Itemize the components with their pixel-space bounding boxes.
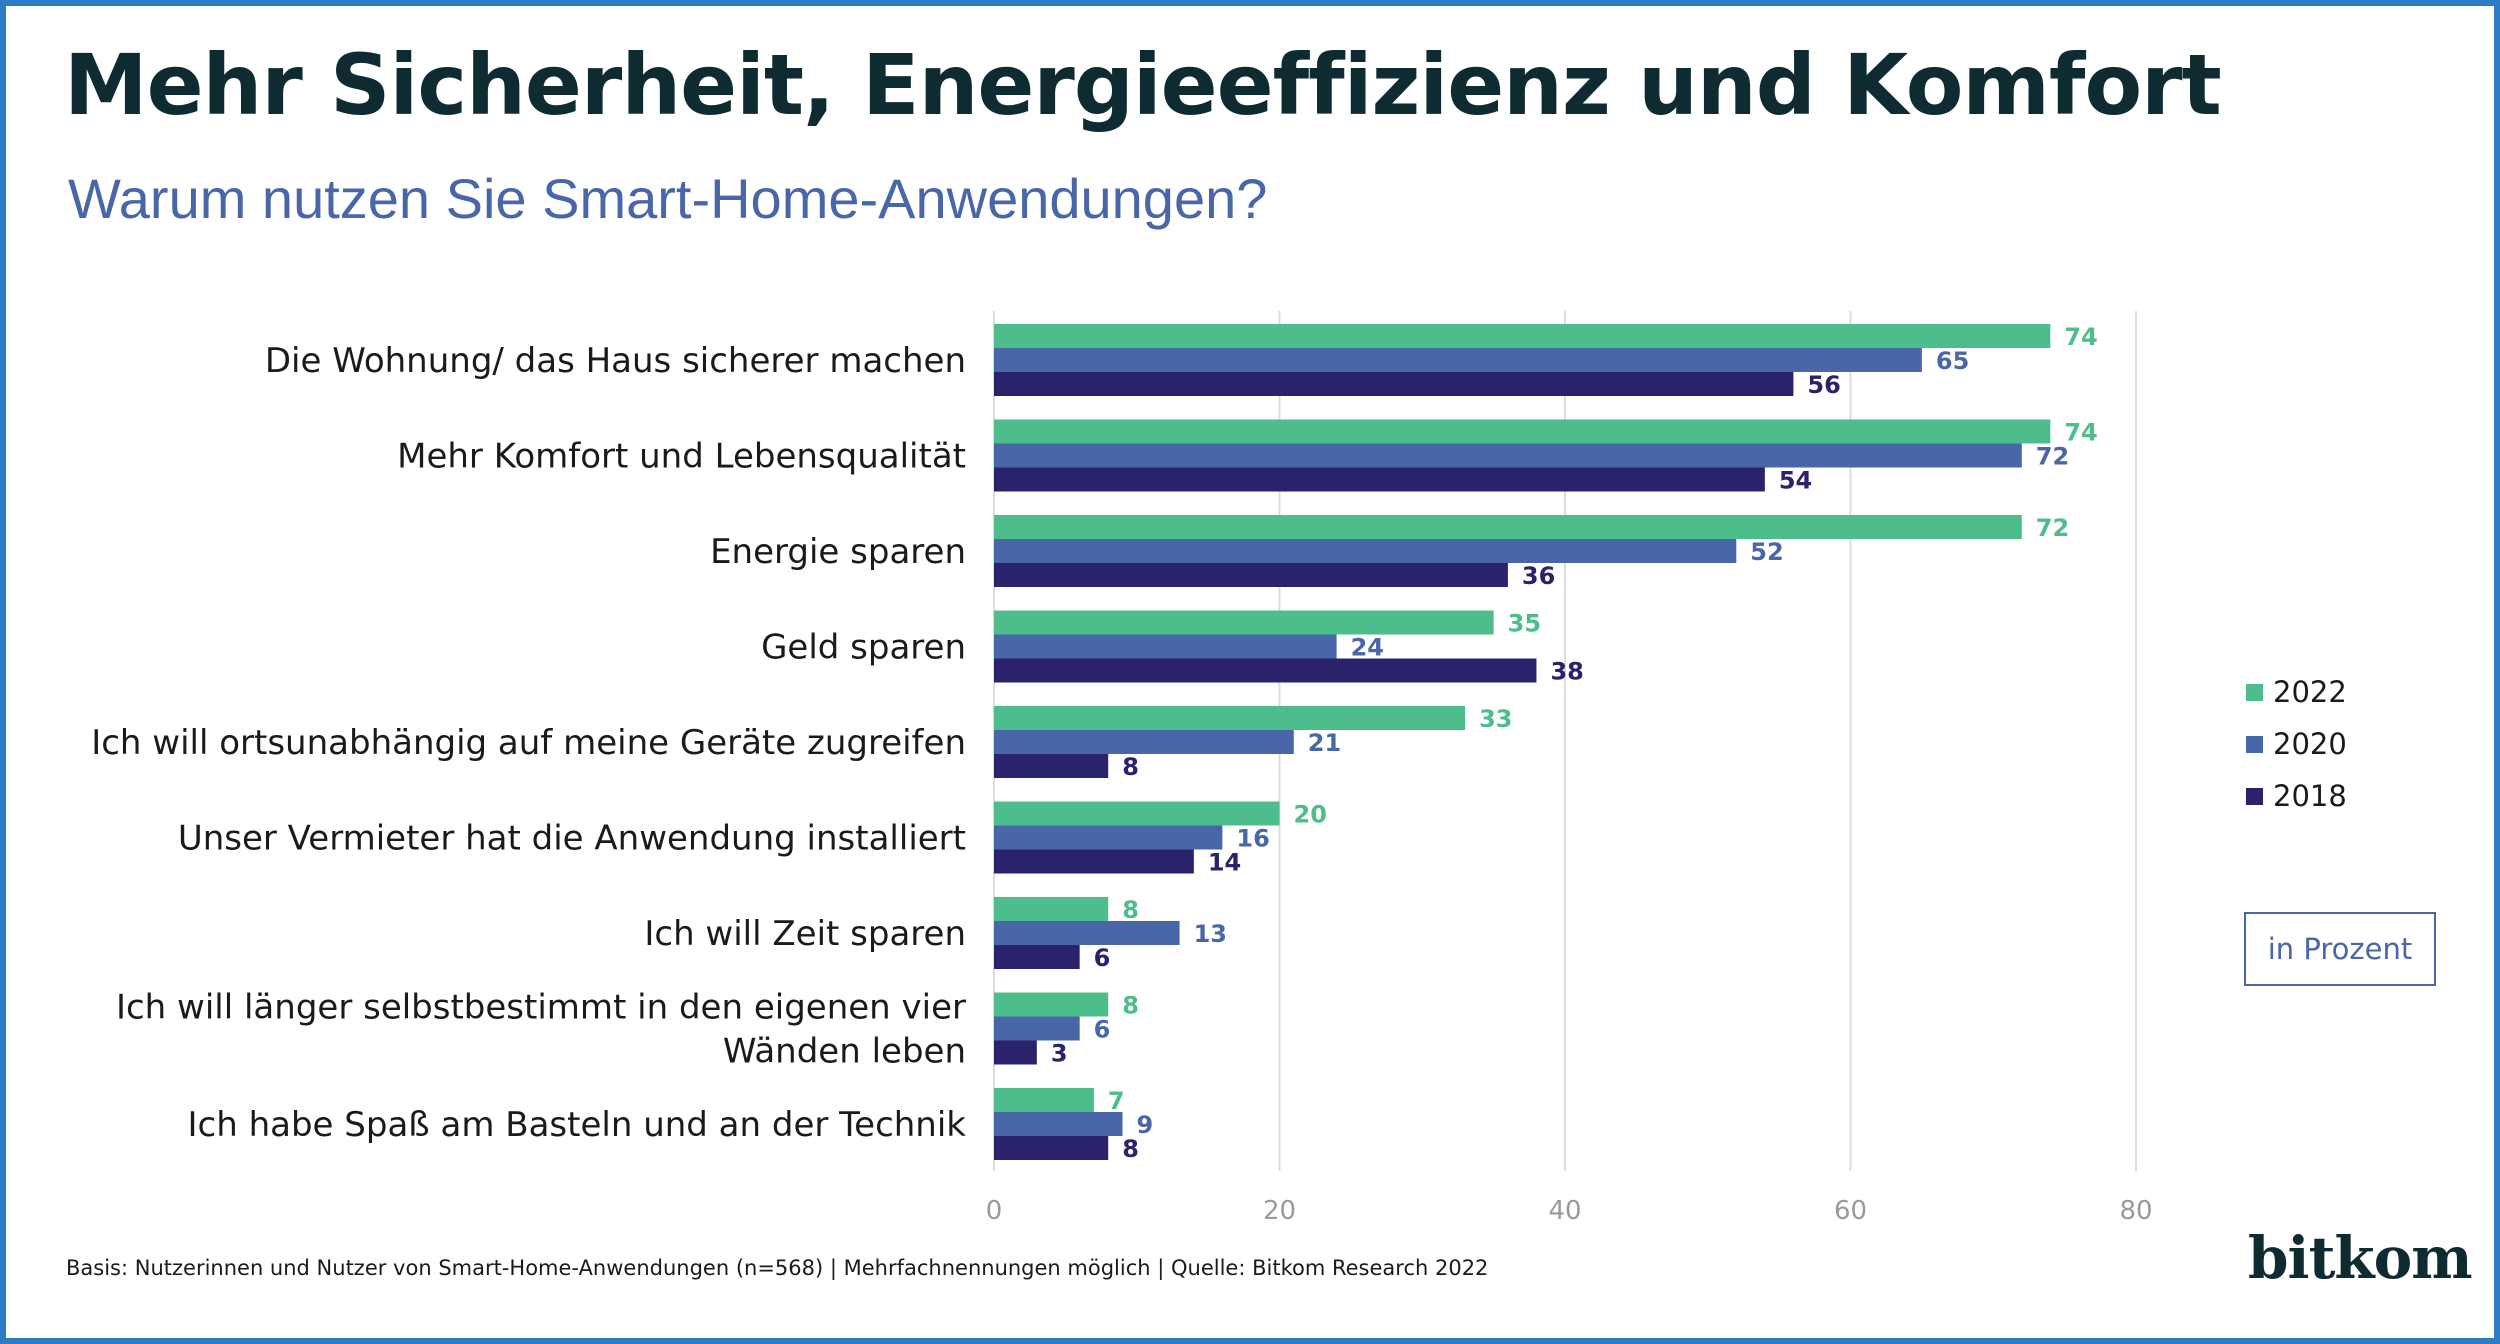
value-label-2020: 65 — [1936, 347, 1969, 375]
category-label-line: Unser Vermieter hat die Anwendung instal… — [178, 819, 966, 859]
value-label-2022: 74 — [2064, 419, 2097, 447]
bar-2020 — [994, 1016, 1080, 1041]
value-label-2018: 38 — [1550, 658, 1583, 686]
bar-2020 — [994, 730, 1294, 754]
bar-2020 — [994, 1112, 1123, 1136]
bars — [994, 324, 2051, 1160]
value-label-2022: 72 — [2036, 514, 2069, 542]
chart-title: Mehr Sicherheit, Energieeffizienz und Ko… — [64, 36, 2222, 134]
bar-2022 — [994, 801, 1280, 826]
bar-2018 — [994, 563, 1508, 587]
legend-label: 2020 — [2273, 727, 2347, 761]
x-tick-label: 80 — [2119, 1196, 2152, 1226]
legend-label: 2018 — [2273, 779, 2347, 813]
value-label-2018: 54 — [1779, 467, 1812, 495]
x-tick-label: 40 — [1548, 1196, 1581, 1226]
bar-2020 — [994, 825, 1223, 850]
bar-2020 — [994, 634, 1337, 659]
value-label-2020: 21 — [1308, 729, 1341, 757]
category-label: Die Wohnung/ das Haus sicherer machen — [265, 341, 966, 381]
value-label-2018: 8 — [1122, 1135, 1139, 1163]
value-label-2020: 9 — [1136, 1111, 1153, 1139]
bar-2022 — [994, 1088, 1094, 1112]
category-label: Geld sparen — [761, 628, 966, 668]
bar-2018 — [994, 1040, 1037, 1065]
legend-item-2022: 2022 — [2246, 666, 2347, 718]
value-label-2018: 8 — [1122, 753, 1139, 781]
value-label-2020: 6 — [1094, 1016, 1111, 1044]
bar-2018 — [994, 849, 1194, 874]
value-label-2022: 20 — [1294, 801, 1327, 829]
bar-2018 — [994, 945, 1080, 969]
category-label: Ich will ortsunabhängig auf meine Geräte… — [91, 723, 966, 763]
category-label: Ich will Zeit sparen — [644, 914, 966, 954]
legend-swatch — [2246, 683, 2263, 701]
category-label: Ich habe Spaß am Basteln und an der Tech… — [188, 1105, 967, 1145]
bar-2022 — [994, 610, 1494, 635]
legend-swatch — [2246, 735, 2263, 753]
value-label-2020: 24 — [1351, 634, 1384, 662]
bar-2022 — [994, 419, 2051, 444]
value-label-2020: 16 — [1236, 825, 1269, 853]
legend: 2022 2020 2018 — [2246, 666, 2347, 822]
category-label-line: Ich habe Spaß am Basteln und an der Tech… — [188, 1105, 967, 1145]
legend-label: 2022 — [2273, 675, 2347, 709]
value-label-2022: 8 — [1122, 896, 1139, 924]
value-label-2018: 6 — [1094, 944, 1111, 972]
unit-box: in Prozent — [2244, 912, 2436, 986]
value-label-2018: 56 — [1807, 371, 1840, 399]
x-tick-label: 0 — [986, 1196, 1003, 1226]
bar-2018 — [994, 1136, 1109, 1160]
category-label: Ich will länger selbstbestimmt in den ei… — [116, 988, 966, 1072]
value-label-2022: 8 — [1122, 992, 1139, 1020]
chart-subtitle: Warum nutzen Sie Smart-Home-Anwendungen? — [68, 167, 1268, 230]
value-label-2018: 14 — [1208, 849, 1241, 877]
x-tick-label: 20 — [1263, 1196, 1296, 1226]
value-label-2022: 33 — [1479, 705, 1512, 733]
bar-2018 — [994, 658, 1537, 683]
source-footnote: Basis: Nutzerinnen und Nutzer von Smart-… — [66, 1256, 1489, 1280]
category-label-line: Ich will ortsunabhängig auf meine Geräte… — [91, 723, 966, 763]
legend-item-2018: 2018 — [2246, 770, 2347, 822]
value-label-2022: 74 — [2064, 323, 2097, 351]
bar-2018 — [994, 754, 1109, 778]
category-label-line: Energie sparen — [710, 532, 966, 572]
value-label-2018: 3 — [1051, 1040, 1068, 1068]
bar-2020 — [994, 443, 2022, 468]
value-label-2022: 7 — [1108, 1087, 1125, 1115]
category-label-line: Geld sparen — [761, 628, 966, 668]
value-label-2018: 36 — [1522, 562, 1555, 590]
category-label-line: Die Wohnung/ das Haus sicherer machen — [265, 341, 966, 381]
bar-2018 — [994, 372, 1794, 396]
bar-2022 — [994, 706, 1466, 730]
bar-chart: Die Wohnung/ das Haus sicherer machen Meh… — [91, 311, 2153, 1226]
bitkom-logo: bitkom — [2248, 1224, 2473, 1292]
bar-2022 — [994, 324, 2051, 348]
bar-2020 — [994, 348, 1922, 372]
value-label-2020: 72 — [2036, 443, 2069, 471]
bar-2020 — [994, 539, 1737, 563]
x-axis-ticks: 0 20 40 60 80 — [986, 1196, 2153, 1226]
value-label-2022: 35 — [1508, 610, 1541, 638]
legend-item-2020: 2020 — [2246, 718, 2347, 770]
x-tick-label: 60 — [1834, 1196, 1867, 1226]
category-label: Unser Vermieter hat die Anwendung instal… — [178, 819, 966, 859]
value-label-2020: 52 — [1750, 538, 1783, 566]
value-label-2020: 13 — [1194, 920, 1227, 948]
value-labels: 7465567472547252363524383321820161481368… — [1051, 323, 2098, 1163]
category-labels: Die Wohnung/ das Haus sicherer machen Meh… — [91, 341, 966, 1145]
category-label: Energie sparen — [710, 532, 966, 572]
category-label-line: Ich will länger selbstbestimmt in den ei… — [116, 988, 966, 1028]
bar-2022 — [994, 897, 1109, 921]
category-label-line: Wänden leben — [723, 1032, 966, 1072]
category-label-line: Ich will Zeit sparen — [644, 914, 966, 954]
bar-2022 — [994, 515, 2022, 539]
bar-2022 — [994, 992, 1109, 1017]
bar-2018 — [994, 467, 1765, 492]
category-label: Mehr Komfort und Lebensqualität — [397, 437, 966, 477]
bar-2020 — [994, 921, 1180, 945]
legend-swatch — [2246, 787, 2263, 805]
category-label-line: Mehr Komfort und Lebensqualität — [397, 437, 966, 477]
